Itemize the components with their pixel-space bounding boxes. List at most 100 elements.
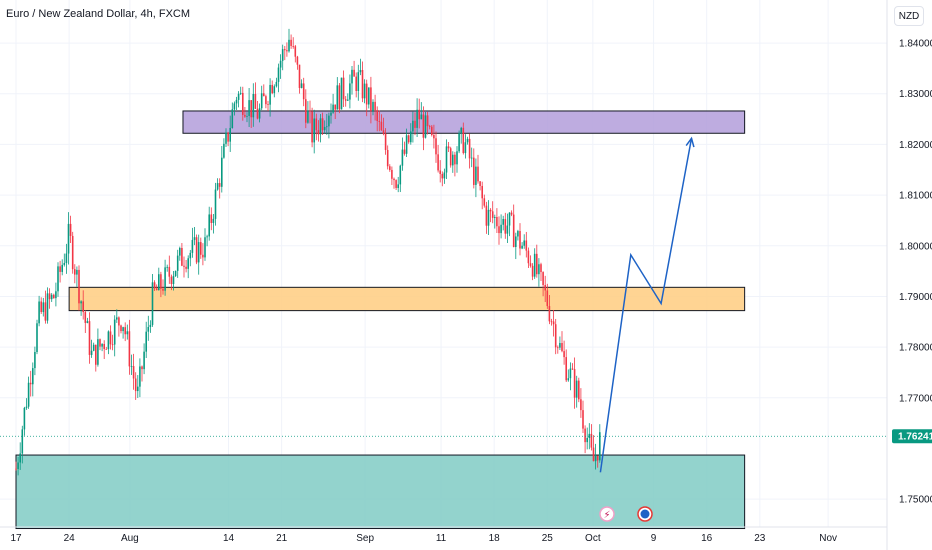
candle-body: [176, 255, 179, 271]
candle-body: [500, 224, 502, 234]
candle-body: [542, 272, 544, 286]
candle-body: [443, 172, 446, 179]
candle-body: [323, 126, 326, 131]
candle-body: [158, 274, 160, 291]
candle-body: [349, 83, 351, 100]
candle-body: [521, 245, 523, 249]
candle-body: [48, 293, 51, 300]
candle-body: [504, 219, 507, 234]
candle-body: [82, 301, 84, 313]
candle-body: [370, 87, 372, 111]
candle-body: [61, 264, 63, 272]
candle-body: [200, 242, 202, 255]
candle-body: [231, 109, 234, 128]
projection-path: [599, 138, 693, 473]
candle-body: [210, 214, 213, 223]
candle-body: [596, 455, 599, 461]
candle-body: [389, 166, 391, 170]
candle-body: [433, 135, 435, 139]
candle-body: [71, 235, 74, 270]
candle-body: [594, 455, 597, 462]
candle-body: [515, 236, 517, 248]
candle-body: [265, 96, 267, 105]
candle-body: [361, 70, 364, 99]
lightning-event-icon[interactable]: ⚡: [599, 506, 615, 522]
candle-body: [441, 173, 444, 179]
candle-body: [338, 85, 341, 110]
candle-body: [416, 109, 418, 128]
zone-middle[interactable]: [68, 286, 746, 312]
candle-body: [496, 216, 498, 227]
candle-body: [426, 115, 429, 127]
candle-body: [109, 331, 112, 345]
candle-body: [174, 270, 177, 277]
flag-event-icon[interactable]: [637, 506, 653, 522]
candle-body: [269, 84, 271, 105]
y-tick-label: 1.83000: [899, 89, 932, 100]
candle-body: [145, 331, 147, 352]
candle-body: [586, 437, 588, 443]
candle-body: [214, 189, 217, 219]
candle-body: [458, 133, 460, 152]
candle-body: [80, 301, 82, 304]
x-tick-label: 9: [651, 533, 657, 544]
candle-body: [227, 132, 229, 142]
candle-body: [187, 258, 189, 269]
zone-support[interactable]: [15, 454, 746, 530]
candle-body: [260, 93, 263, 109]
candle-body: [32, 368, 34, 385]
y-tick-label: 1.82000: [899, 140, 932, 151]
candle-body: [344, 99, 347, 101]
candle-body: [531, 265, 534, 277]
candle-body: [363, 83, 366, 99]
candle-body: [403, 149, 406, 154]
candle-body: [221, 157, 223, 187]
candle-body: [410, 131, 412, 143]
candle-body: [506, 225, 509, 234]
projection-arrowhead: [685, 136, 695, 148]
candle-body: [313, 118, 315, 143]
x-tick-label: 16: [701, 533, 713, 544]
candle-body: [393, 178, 395, 181]
candle-body: [225, 132, 227, 144]
candle-body: [208, 214, 210, 237]
candle-body: [536, 253, 538, 275]
x-tick-label: Aug: [121, 533, 139, 544]
candle-body: [275, 81, 278, 87]
y-tick-label: 1.79000: [899, 292, 932, 303]
candle-body: [399, 165, 402, 185]
candle-body: [391, 169, 393, 179]
candle-body: [290, 39, 292, 46]
x-tick-label: 11: [436, 533, 447, 544]
x-tick-label: Nov: [819, 533, 837, 544]
candle-body: [19, 453, 21, 463]
candle-body: [445, 146, 448, 173]
candle-body: [332, 104, 334, 113]
candle-body: [330, 112, 332, 116]
candle-body: [422, 114, 425, 138]
candle-body: [128, 331, 131, 367]
candle-body: [185, 266, 187, 269]
candle-body: [34, 351, 36, 369]
last-price-label: 1.76241: [898, 432, 932, 443]
candle-body: [575, 380, 578, 398]
currency-button[interactable]: NZD: [894, 6, 924, 26]
candle-body: [475, 166, 477, 185]
candle-body: [233, 103, 236, 110]
candle-body: [139, 366, 141, 387]
candle-body: [292, 45, 294, 47]
candle-body: [571, 368, 574, 370]
candle-body: [420, 114, 423, 120]
candle-body: [548, 306, 551, 322]
candle-body: [439, 170, 441, 174]
candle-body: [374, 101, 376, 111]
candle-body: [561, 343, 563, 352]
x-tick-label: Sep: [356, 533, 374, 544]
candle-body: [437, 154, 439, 171]
candle-body: [90, 350, 93, 355]
candle-body: [582, 410, 584, 429]
candle-body: [517, 231, 519, 237]
candle-body: [242, 92, 244, 115]
candlestick-series: [15, 28, 601, 476]
